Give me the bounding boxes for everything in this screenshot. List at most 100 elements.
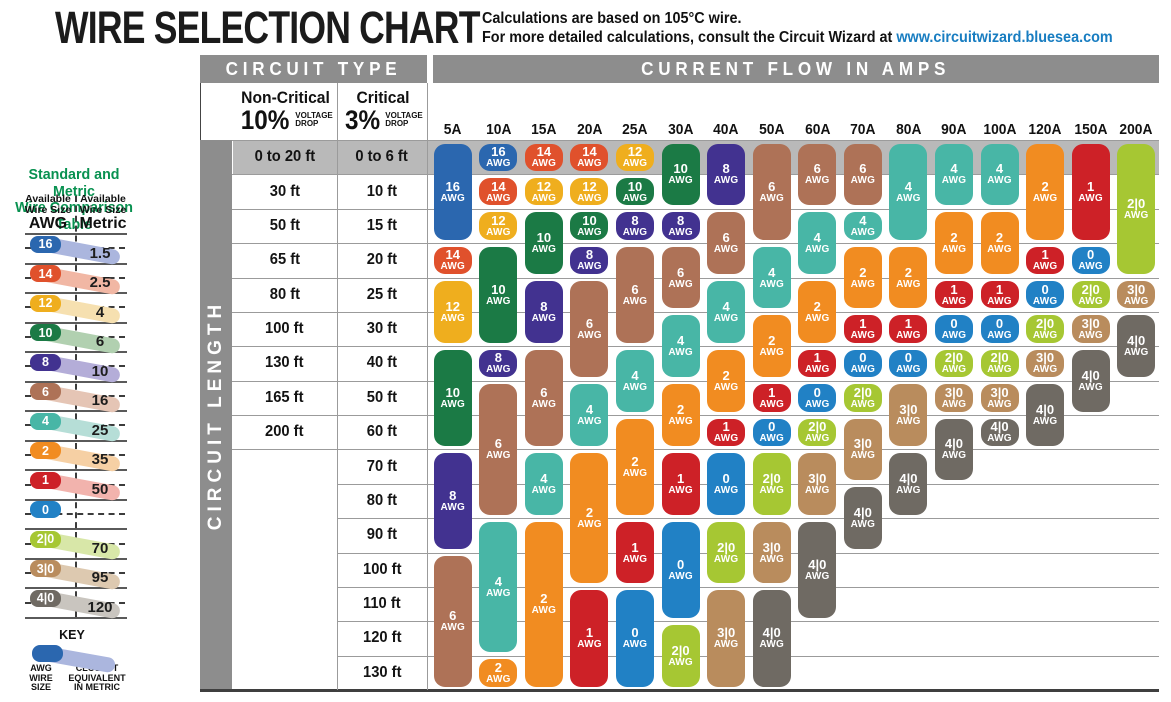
wire-pill-30A-6: 6 AWG: [661, 246, 700, 309]
wire-pill-70A-0: 0 AWG: [843, 349, 882, 378]
sidebar-metric-value: 4: [95, 303, 105, 321]
length-cell-noncritical: 0 to 20 ft: [254, 148, 315, 166]
wire-pill-70A-400: 4|0 AWG: [843, 487, 882, 549]
wire-pill-100A-200: 2|0 AWG: [980, 349, 1019, 378]
subtitle: Calculations are based on 105°C wire. Fo…: [482, 9, 1113, 47]
wire-pill-25A-1: 1 AWG: [616, 521, 655, 584]
wire-pill-120A-200: 2|0 AWG: [1026, 315, 1065, 343]
length-cell-noncritical: 65 ft: [269, 251, 300, 269]
length-cell-critical: 80 ft: [366, 491, 398, 509]
wire-pill-60A-1: 1 AWG: [798, 349, 837, 378]
length-cell-critical: 110 ft: [363, 595, 401, 613]
wire-pill-150A-300: 3|0 AWG: [1071, 315, 1110, 343]
wire-pill-150A-200: 2|0 AWG: [1071, 281, 1110, 309]
critical-voltage-drop: 3% VOLTAGE DROP: [345, 105, 423, 135]
wire-pill-5A-12: 12 AWG: [433, 281, 472, 343]
current-flow-header: CURRENT FLOW IN AMPS: [433, 55, 1159, 83]
wire-pill-90A-1: 1 AWG: [934, 281, 973, 309]
sidebar-row-line: [25, 617, 127, 619]
wire-pill-200A-400: 4|0 AWG: [1117, 315, 1156, 378]
column-divider: [337, 83, 338, 690]
grid-row-divider: [337, 552, 1159, 554]
grid-row-divider: [337, 518, 1159, 520]
length-cell-critical: 25 ft: [366, 285, 398, 303]
amp-column-label: 100A: [983, 121, 1017, 138]
wire-pill-70A-200: 2|0 AWG: [843, 384, 882, 412]
length-cell-critical: 15 ft: [366, 216, 398, 234]
wire-pill-50A-300: 3|0 AWG: [752, 521, 791, 584]
wire-pill-30A-2: 2 AWG: [661, 384, 700, 446]
amp-column-label: 50A: [759, 121, 785, 138]
wire-pill-10A-14: 14 AWG: [479, 177, 518, 206]
wire-pill-30A-1: 1 AWG: [661, 452, 700, 515]
sidebar-metric-value: 120: [87, 598, 113, 616]
wire-pill-120A-2: 2 AWG: [1026, 143, 1065, 240]
wire-pill-40A-2: 2 AWG: [707, 349, 746, 412]
wire-pill-60A-400: 4|0 AWG: [798, 521, 837, 618]
wire-pill-25A-12: 12 AWG: [616, 143, 655, 171]
wire-pill-200A-200: 2|0 AWG: [1117, 143, 1156, 274]
wire-pill-5A-16: 16 AWG: [433, 143, 472, 240]
wire-pill-120A-0: 0 AWG: [1026, 281, 1065, 309]
circuit-wizard-link[interactable]: www.circuitwizard.bluesea.com: [896, 29, 1113, 46]
grid-row-divider: [232, 380, 1159, 382]
wire-pill-80A-1: 1 AWG: [889, 315, 928, 343]
amp-column-label: 120A: [1028, 121, 1062, 138]
amp-column-label: 200A: [1119, 121, 1153, 138]
wire-pill-25A-2: 2 AWG: [616, 418, 655, 515]
amp-column-label: 20A: [576, 121, 603, 138]
wire-pill-15A-14: 14 AWG: [524, 143, 563, 171]
wire-pill-15A-10: 10 AWG: [524, 212, 563, 274]
sidebar-awg-pill: 16: [30, 235, 61, 253]
wire-pill-100A-400: 4|0 AWG: [980, 418, 1019, 446]
wire-pill-50A-400: 4|0 AWG: [752, 590, 791, 687]
non-critical-label: Non-Critical: [241, 88, 330, 107]
length-cell-critical: 60 ft: [366, 423, 398, 441]
wire-pill-25A-4: 4 AWG: [616, 349, 655, 412]
wire-pill-60A-0: 0 AWG: [798, 384, 837, 412]
sidebar-metric-value: 70: [91, 539, 109, 557]
length-cell-critical: 90 ft: [366, 526, 398, 544]
wire-pill-150A-400: 4|0 AWG: [1071, 349, 1110, 412]
wire-pill-80A-2: 2 AWG: [889, 246, 928, 309]
sidebar-metric-value: 25: [91, 421, 109, 439]
sidebar-header-metric: Available Wire Size Metric: [79, 193, 127, 232]
sidebar-column-dashed-divider: [75, 196, 77, 617]
length-cell-critical: 130 ft: [362, 663, 402, 681]
wire-pill-60A-2: 2 AWG: [798, 281, 837, 343]
wire-pill-100A-0: 0 AWG: [980, 315, 1019, 343]
sidebar-awg-pill: 10: [30, 324, 61, 342]
amp-column-label: 150A: [1074, 121, 1108, 138]
wire-pill-15A-8: 8 AWG: [524, 281, 563, 343]
length-cell-noncritical: 130 ft: [265, 354, 304, 372]
wire-pill-10A-12: 12 AWG: [479, 212, 518, 240]
length-cell-critical: 100 ft: [362, 560, 402, 578]
wire-pill-40A-8: 8 AWG: [707, 143, 746, 206]
length-cell-critical: 70 ft: [366, 457, 398, 475]
wire-pill-70A-6: 6 AWG: [843, 143, 882, 206]
grid-row-divider: [232, 449, 1159, 451]
wire-pill-90A-200: 2|0 AWG: [934, 349, 973, 378]
wire-pill-20A-6: 6 AWG: [570, 281, 609, 378]
wire-pill-10A-2: 2 AWG: [479, 659, 518, 687]
wire-pill-20A-2: 2 AWG: [570, 452, 609, 584]
wire-pill-60A-6: 6 AWG: [798, 143, 837, 206]
wire-pill-40A-4: 4 AWG: [707, 281, 746, 343]
sidebar-awg-pill: 8: [30, 353, 61, 371]
amp-column-label: 30A: [667, 121, 694, 138]
wire-pill-40A-6: 6 AWG: [707, 212, 746, 274]
circuit-type-header: CIRCUIT TYPE: [200, 55, 427, 83]
critical-label: Critical: [356, 88, 410, 107]
wire-pill-40A-1: 1 AWG: [707, 418, 746, 446]
length-cell-noncritical: 200 ft: [265, 423, 304, 441]
amp-column-label: 60A: [804, 121, 830, 138]
amp-column-label: 10A: [485, 121, 512, 138]
wire-pill-60A-200: 2|0 AWG: [798, 418, 837, 446]
wire-pill-90A-0: 0 AWG: [934, 315, 973, 343]
amp-column-label: 70A: [850, 121, 876, 138]
sidebar-metric-value: 16: [91, 392, 109, 410]
wire-pill-120A-400: 4|0 AWG: [1026, 384, 1065, 446]
wire-pill-30A-10: 10 AWG: [661, 143, 700, 206]
amp-column-label: 80A: [895, 121, 922, 138]
wire-pill-50A-0: 0 AWG: [752, 418, 791, 446]
